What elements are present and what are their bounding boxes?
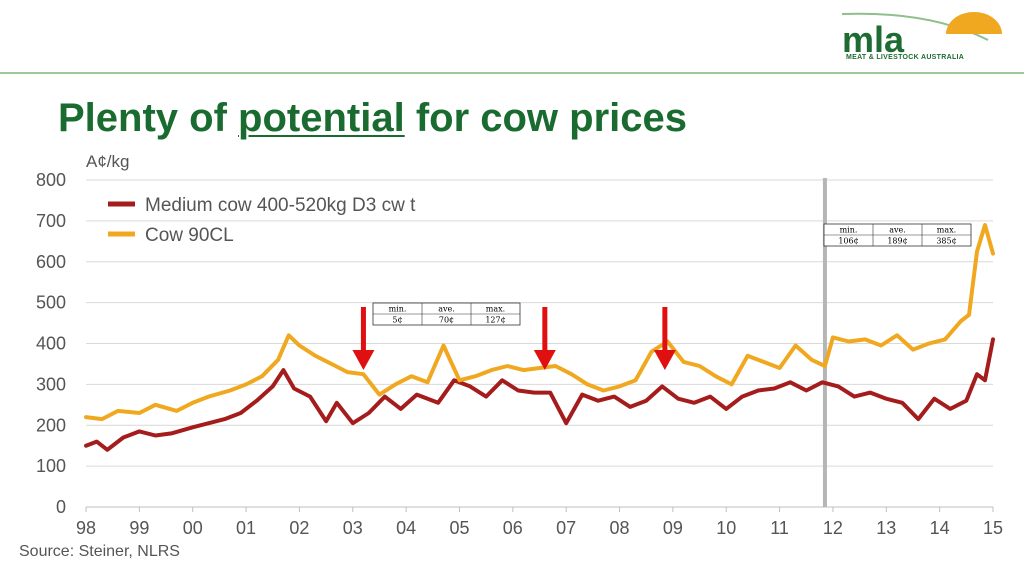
header-divider [0, 72, 1024, 74]
y-axis-label: A¢/kg [86, 152, 129, 171]
x-tick-label: 04 [396, 518, 416, 538]
y-tick-label: 0 [56, 497, 66, 517]
x-tick-label: 99 [129, 518, 149, 538]
title-part-1: Plenty of [58, 96, 239, 140]
x-tick-label: 10 [716, 518, 736, 538]
mla-logo: mla [841, 12, 1002, 60]
x-tick-label: 09 [663, 518, 683, 538]
x-tick-label: 15 [983, 518, 1003, 538]
price-chart: A¢/kg 0 100 200 300 400 500 600 700 800 98 99 00 01 02… [36, 152, 1003, 538]
stats-value: 70¢ [439, 316, 454, 325]
x-tick-label: 08 [610, 518, 630, 538]
x-tick-label: 02 [289, 518, 309, 538]
legend-label-1: Medium cow 400-520kg D3 cw t [145, 195, 416, 216]
x-tick-label: 03 [343, 518, 363, 538]
stats-header: max. [937, 226, 956, 235]
y-tick-label: 300 [36, 374, 66, 394]
y-tick-label: 500 [36, 293, 66, 313]
series-line-2 [84, 223, 995, 422]
y-tick-label: 200 [36, 415, 66, 435]
stats-value: 385¢ [936, 237, 956, 246]
down-arrow-3 [653, 307, 676, 370]
y-tick-label: 700 [36, 211, 66, 231]
x-tick-label: 98 [76, 518, 96, 538]
stats-header: ave. [889, 226, 906, 235]
page-title: Plenty of potential for cow prices [58, 96, 687, 141]
stats-value: 106¢ [838, 237, 858, 246]
stats-header: ave. [438, 305, 455, 314]
y-tick-label: 800 [36, 170, 66, 190]
down-arrow-2 [533, 307, 556, 370]
title-part-2: potential [238, 96, 405, 140]
x-tick-label: 06 [503, 518, 523, 538]
logo-subtitle: MEAT & LIVESTOCK AUSTRALIA [846, 54, 965, 61]
stats-header: min. [389, 305, 407, 314]
x-tick-label: 11 [770, 518, 789, 538]
x-tick-label: 01 [236, 518, 256, 538]
y-tick-label: 600 [36, 252, 66, 272]
y-tick-label: 400 [36, 334, 66, 354]
series-line-1 [84, 337, 995, 452]
source-note: Source: Steiner, NLRS [19, 543, 180, 560]
stats-value: 5¢ [392, 316, 402, 325]
x-tick-label: 00 [183, 518, 203, 538]
x-tick-label: 14 [930, 518, 950, 538]
x-tick-label: 12 [823, 518, 843, 538]
svg-text:mla: mla [842, 19, 905, 60]
stats-value: 127¢ [485, 316, 505, 325]
x-tick-label: 13 [876, 518, 896, 538]
x-tick-label: 07 [556, 518, 576, 538]
stats-header: max. [486, 305, 505, 314]
stats-header: min. [840, 226, 858, 235]
down-arrow-1 [352, 307, 375, 370]
y-tick-label: 100 [36, 456, 66, 476]
stats-value: 189¢ [887, 237, 907, 246]
x-tick-label: 05 [449, 518, 469, 538]
legend-label-2: Cow 90CL [145, 225, 234, 246]
title-part-3: for cow prices [404, 96, 688, 140]
